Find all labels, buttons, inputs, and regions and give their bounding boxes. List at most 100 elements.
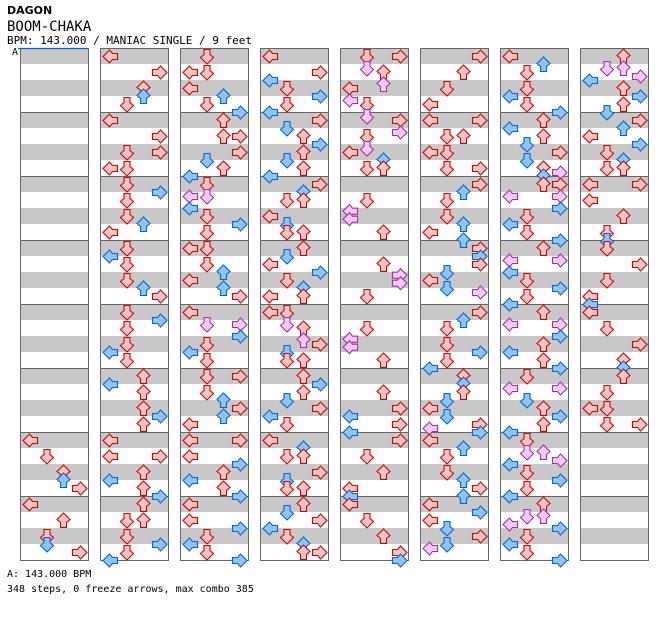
down-arrow-icon (39, 536, 55, 553)
up-arrow-icon (456, 232, 471, 249)
beat-stripe (180, 528, 248, 544)
down-arrow-icon (119, 144, 135, 161)
left-arrow-icon (502, 425, 519, 440)
down-arrow-icon (199, 224, 215, 241)
beat-stripe (500, 208, 568, 224)
beat-stripe (580, 240, 648, 256)
beat-stripe (420, 304, 488, 320)
right-arrow-icon (551, 145, 568, 160)
left-arrow-icon (182, 169, 199, 184)
up-arrow-icon (536, 444, 551, 461)
right-arrow-icon (311, 265, 328, 280)
left-arrow-icon (182, 345, 199, 360)
chart-info: BPM: 143.000 / MANIAC SINGLE / 9 feet (7, 34, 253, 47)
left-arrow-icon (582, 305, 599, 320)
beat-stripe (20, 112, 88, 128)
beat-stripe (340, 112, 408, 128)
left-arrow-icon (182, 65, 199, 80)
up-arrow-icon (536, 304, 551, 321)
beat-stripe (100, 208, 168, 224)
left-arrow-icon (502, 317, 519, 332)
up-arrow-icon (616, 160, 631, 177)
right-arrow-icon (391, 433, 408, 448)
down-arrow-icon (199, 208, 215, 225)
step-stats: 348 steps, 0 freeze arrows, max combo 38… (7, 584, 254, 595)
left-arrow-icon (502, 457, 519, 472)
down-arrow-icon (439, 80, 455, 97)
up-arrow-icon (136, 368, 151, 385)
left-arrow-icon (342, 481, 359, 496)
right-arrow-icon (311, 65, 328, 80)
down-arrow-icon (119, 192, 135, 209)
beat-stripe (500, 80, 568, 96)
right-arrow-icon (551, 281, 568, 296)
down-arrow-icon (599, 400, 615, 417)
right-arrow-icon (471, 305, 488, 320)
down-arrow-icon (199, 96, 215, 113)
up-arrow-icon (296, 352, 311, 369)
right-arrow-icon (471, 161, 488, 176)
beat-stripe (180, 368, 248, 384)
right-arrow-icon (231, 401, 248, 416)
up-arrow-icon (136, 464, 151, 481)
beat-stripe (180, 48, 248, 64)
right-arrow-icon (471, 113, 488, 128)
right-arrow-icon (551, 409, 568, 424)
up-arrow-icon (536, 112, 551, 129)
up-arrow-icon (456, 312, 471, 329)
down-arrow-icon (279, 448, 295, 465)
right-arrow-icon (551, 165, 568, 180)
left-arrow-icon (582, 193, 599, 208)
up-arrow-icon (456, 384, 471, 401)
up-arrow-icon (536, 56, 551, 73)
chart-column (20, 48, 89, 561)
left-arrow-icon (582, 297, 599, 312)
down-arrow-icon (199, 352, 215, 369)
beat-stripe (580, 208, 648, 224)
right-arrow-icon (311, 377, 328, 392)
left-arrow-icon (582, 401, 599, 416)
left-arrow-icon (342, 425, 359, 440)
up-arrow-icon (136, 512, 151, 529)
left-arrow-icon (102, 225, 119, 240)
up-arrow-icon (536, 240, 551, 257)
down-arrow-icon (519, 528, 535, 545)
left-arrow-icon (422, 401, 439, 416)
left-arrow-icon (262, 305, 279, 320)
right-arrow-icon (551, 189, 568, 204)
left-arrow-icon (582, 73, 599, 88)
down-arrow-icon (199, 544, 215, 561)
up-arrow-icon (536, 176, 551, 193)
right-arrow-icon (551, 521, 568, 536)
beat-stripe (500, 528, 568, 544)
right-arrow-icon (71, 481, 88, 496)
left-arrow-icon (262, 105, 279, 120)
beat-stripe (580, 144, 648, 160)
up-arrow-icon (456, 216, 471, 233)
up-arrow-icon (456, 128, 471, 145)
left-arrow-icon (22, 497, 39, 512)
down-arrow-icon (439, 208, 455, 225)
right-arrow-icon (311, 513, 328, 528)
left-arrow-icon (102, 449, 119, 464)
column-border (180, 48, 249, 561)
down-arrow-icon (519, 392, 535, 409)
down-arrow-icon (119, 528, 135, 545)
up-arrow-icon (56, 512, 71, 529)
beat-stripe (100, 272, 168, 288)
beat-stripe (420, 240, 488, 256)
beat-stripe (260, 240, 328, 256)
right-arrow-icon (551, 553, 568, 568)
right-arrow-icon (551, 233, 568, 248)
down-arrow-icon (519, 96, 535, 113)
beat-stripe (180, 112, 248, 128)
beat-stripe (100, 496, 168, 512)
up-arrow-icon (376, 528, 391, 545)
up-arrow-icon (616, 96, 631, 113)
down-arrow-icon (439, 320, 455, 337)
right-arrow-icon (631, 417, 648, 432)
left-arrow-icon (502, 189, 519, 204)
beat-stripe (500, 112, 568, 128)
up-arrow-icon (56, 472, 71, 489)
down-arrow-icon (199, 188, 215, 205)
